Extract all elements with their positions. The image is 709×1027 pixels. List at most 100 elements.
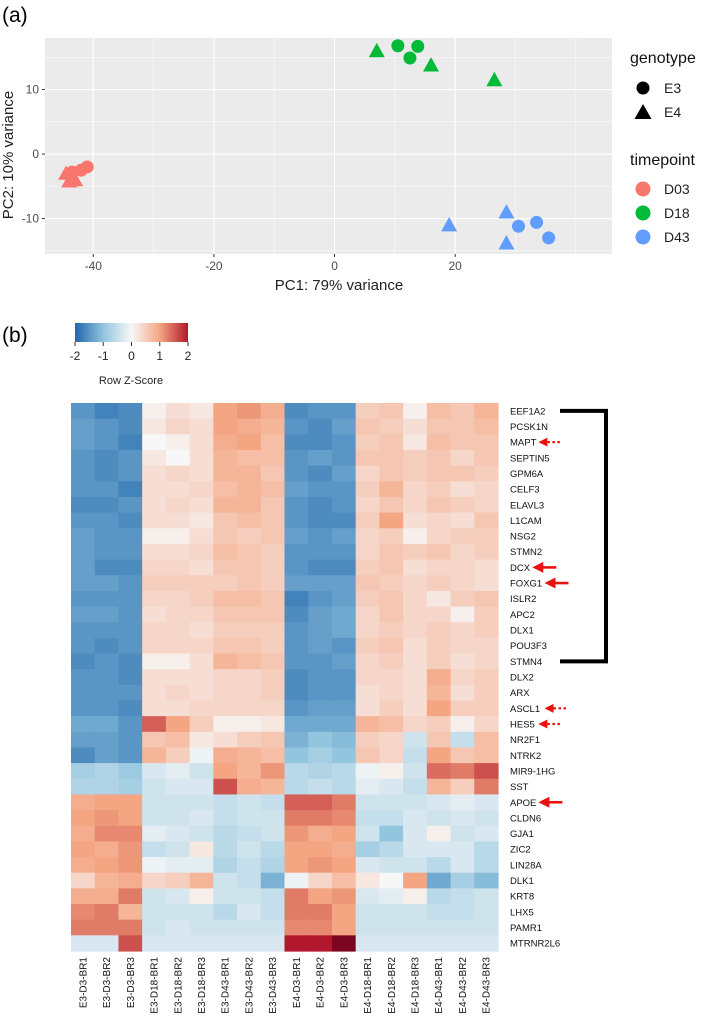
legend-d43-marker xyxy=(635,229,651,245)
heatmap-cell xyxy=(426,512,452,529)
heatmap-cell xyxy=(189,637,214,655)
heatmap-row-label: NSG2 xyxy=(510,532,536,543)
heatmap-cell xyxy=(142,841,167,858)
heatmap-cell xyxy=(474,747,499,764)
heatmap-cell xyxy=(403,575,428,592)
heatmap-cell xyxy=(426,794,452,811)
legend-color-d43: D43 xyxy=(664,229,690,245)
heatmap-cell xyxy=(426,700,452,717)
heatmap-cell xyxy=(189,403,214,420)
pca-x-axis-label: PC1: 79% variance xyxy=(275,277,403,294)
pca-point-e3-d43 xyxy=(512,219,526,233)
heatmap-cell xyxy=(189,857,214,874)
heatmap-cell xyxy=(94,904,120,921)
heatmap-cell xyxy=(403,935,428,952)
heatmap-cell xyxy=(237,559,262,576)
heatmap-column-label: E3-D18-BR3 xyxy=(197,957,208,1014)
heatmap-cell xyxy=(71,403,96,420)
heatmap-cell xyxy=(260,512,286,529)
heatmap-column-labels: E3-D3-BR1 E3-D3-BR2 E3-D3-BR3 E3-D18-BR1 E3-… xyxy=(78,957,492,1014)
heatmap-cell xyxy=(118,935,143,952)
heatmap-cell xyxy=(355,888,380,905)
heatmap-cell xyxy=(94,763,120,780)
heatmap-cell xyxy=(94,543,120,561)
heatmap-cell xyxy=(403,810,428,827)
heatmap-cell xyxy=(118,559,143,576)
heatmap-cell xyxy=(142,606,167,623)
heatmap-cell xyxy=(426,653,452,670)
heatmap-cell xyxy=(213,418,238,435)
heatmap-cell xyxy=(379,872,404,889)
heatmap-column-label: E3-D3-BR3 xyxy=(126,957,137,1009)
heatmap-cell xyxy=(165,731,191,749)
heatmap-cell xyxy=(379,622,404,639)
heatmap-cell xyxy=(237,575,262,592)
heatmap-cell xyxy=(355,403,380,420)
heatmap-cell xyxy=(71,810,96,827)
heatmap-cell xyxy=(260,794,286,811)
heatmap-cell xyxy=(450,919,475,936)
heatmap-cell xyxy=(308,716,333,733)
heatmap-cell xyxy=(426,434,452,451)
heatmap-cell xyxy=(118,575,143,592)
heatmap-cell xyxy=(403,606,428,623)
heatmap-cell xyxy=(165,449,191,467)
heatmap-cell xyxy=(213,857,238,874)
heatmap-row-label: APOE xyxy=(510,798,536,809)
heatmap-cell xyxy=(308,575,333,592)
heatmap-cell xyxy=(189,669,214,686)
heatmap-cell xyxy=(94,888,120,905)
legend-triangle-marker xyxy=(634,104,652,119)
heatmap-cell xyxy=(237,810,262,827)
heatmap-cell xyxy=(165,590,191,608)
heatmap-cell xyxy=(94,496,120,514)
heatmap-cell xyxy=(355,810,380,827)
heatmap-cell xyxy=(237,794,262,811)
heatmap-cell xyxy=(284,434,309,451)
heatmap-cell xyxy=(379,825,404,842)
heatmap-cell xyxy=(165,418,191,435)
heatmap-cell xyxy=(94,778,120,796)
heatmap-cell xyxy=(450,778,475,796)
heatmap-cell xyxy=(331,810,357,827)
heatmap-column-label: E4-D43-BR1 xyxy=(434,957,445,1014)
heatmap-cell xyxy=(403,778,428,796)
color-key-tick-label: -2 xyxy=(70,349,81,363)
heatmap-cell xyxy=(450,731,475,749)
heatmap-cell xyxy=(403,684,428,702)
panel-b-label: (b) xyxy=(2,324,28,347)
legend-circle-marker xyxy=(636,81,650,95)
heatmap-cell xyxy=(189,731,214,749)
heatmap-cell xyxy=(165,747,191,764)
heatmap-cell xyxy=(94,512,120,529)
heatmap-cell xyxy=(426,481,452,498)
heatmap-cell xyxy=(165,622,191,639)
heatmap-cell xyxy=(426,825,452,842)
heatmap-column-label: E3-D43-BR1 xyxy=(221,957,232,1014)
heatmap-cell xyxy=(379,590,404,608)
heatmap-cell xyxy=(284,919,309,936)
heatmap-cell xyxy=(331,731,357,749)
heatmap-cell xyxy=(94,716,120,733)
heatmap-cell xyxy=(142,904,167,921)
heatmap-cell xyxy=(71,857,96,874)
heatmap-cell xyxy=(426,465,452,482)
heatmap-cell xyxy=(450,622,475,639)
heatmap-cell xyxy=(308,481,333,498)
color-key-gradient-bar xyxy=(75,323,188,342)
pca-point-e3-d18 xyxy=(391,39,405,53)
heatmap-cell xyxy=(189,496,214,514)
heatmap-cell xyxy=(450,653,475,670)
heatmap-cell xyxy=(403,449,428,467)
heatmap-row-label: GJA1 xyxy=(510,829,534,840)
heatmap-cell xyxy=(403,465,428,482)
heatmap-cell xyxy=(142,825,167,842)
heatmap-cell xyxy=(71,590,96,608)
heatmap-cell xyxy=(118,590,143,608)
heatmap-cell xyxy=(94,528,120,545)
heatmap-cell xyxy=(379,731,404,749)
heatmap-cell xyxy=(403,653,428,670)
heatmap-cell xyxy=(403,747,428,764)
heatmap-cell xyxy=(71,622,96,639)
heatmap-cell xyxy=(237,778,262,796)
